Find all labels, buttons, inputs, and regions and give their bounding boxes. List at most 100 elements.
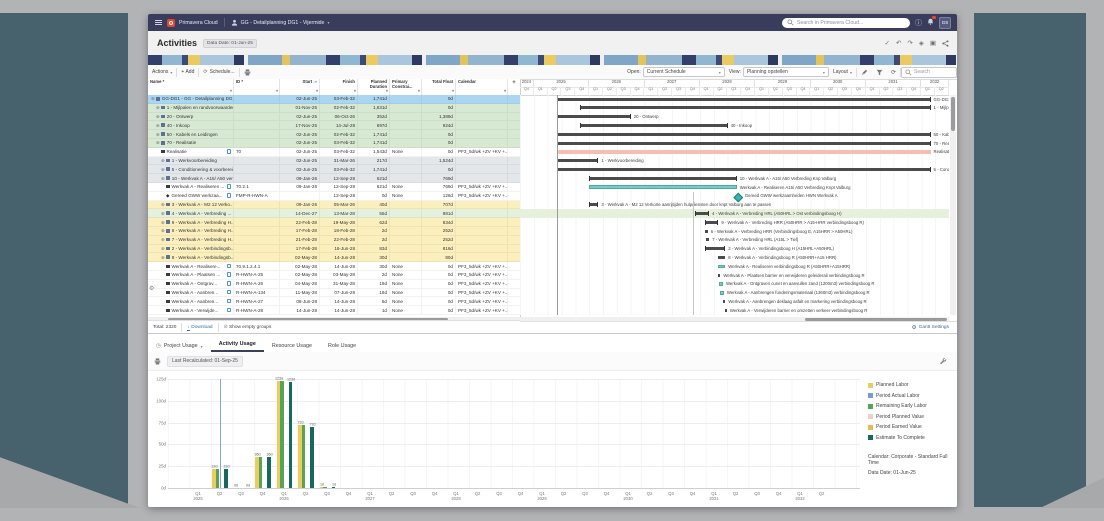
table-row[interactable]: ⊕1 - Mijlpalen en randvoorwaarden01-Nov-… xyxy=(148,104,520,113)
expander-icon[interactable]: ⊕ xyxy=(156,132,160,137)
gantt-bar-actual[interactable] xyxy=(557,150,931,154)
gantt-row[interactable]: 50 - Kab xyxy=(520,130,949,139)
tab-role-usage[interactable]: Role Usage xyxy=(320,340,364,352)
expander-icon[interactable]: ⊕ xyxy=(151,96,155,101)
notebook-icon[interactable] xyxy=(227,272,232,277)
expander-icon[interactable]: ⊕ xyxy=(156,123,160,128)
gantt-row[interactable]: 2 - Werkvak A - Verbindingsboog H (A15HR… xyxy=(520,245,949,254)
expander-icon[interactable]: ⊕ xyxy=(161,228,165,233)
gantt-row[interactable]: Realisati xyxy=(520,148,949,157)
refresh-button[interactable]: ⟳ xyxy=(887,69,900,76)
gantt-bar[interactable] xyxy=(723,300,725,303)
report-icon[interactable]: ▣ xyxy=(930,39,936,47)
add-column-button[interactable]: + xyxy=(508,79,520,95)
project-selector[interactable]: GG - Detailplanning DG1 - Vijermide ▾ xyxy=(231,19,330,26)
table-row[interactable]: ⊕9 - Werkvak A - Verbreding H...22-Feb-2… xyxy=(148,218,520,227)
table-row[interactable]: ⊕1 - Werkvoorbereiding02-Jun-2531-Mar-26… xyxy=(148,157,520,166)
gantt-row[interactable]: Werkvak A - Aanbrengen deklaag asfalt en… xyxy=(520,297,949,306)
avatar[interactable]: GS xyxy=(939,17,951,29)
gantt-bar[interactable] xyxy=(580,124,728,127)
add-button[interactable]: + Add xyxy=(177,69,198,75)
column-header[interactable]: Name *▾ xyxy=(148,79,234,95)
format-button[interactable] xyxy=(857,69,872,76)
gantt-row[interactable]: Werkvak A - Plaatsen barrier en verwijde… xyxy=(520,271,949,280)
sort-icon[interactable]: ↓≡ xyxy=(313,80,317,84)
notebook-icon[interactable] xyxy=(227,149,232,154)
gantt-row[interactable]: Gereed GWW werkzaamheden HWN Werkvak A xyxy=(520,192,949,201)
notebook-icon[interactable] xyxy=(227,308,232,313)
table-row[interactable]: ⊕6 - Werkvak A - Verbreding H...17-Feb-2… xyxy=(148,227,520,236)
table-row[interactable]: ⊕3 - Werkvak A - M2 12 Verko...09-Jan-26… xyxy=(148,201,520,210)
gantt-bar[interactable] xyxy=(557,115,631,118)
gantt-bar[interactable] xyxy=(718,265,725,269)
chevron-down-icon[interactable]: ▾ xyxy=(504,89,506,94)
global-search-input[interactable]: Search in Primavera Cloud... xyxy=(782,18,910,28)
expander-icon[interactable]: ⊕ xyxy=(161,167,165,172)
expander-icon[interactable]: ⊕ xyxy=(161,158,165,163)
gantt-row[interactable]: Werkvak A - Aanbrengen funderingsmateria… xyxy=(520,289,949,298)
filter-button[interactable] xyxy=(872,69,887,76)
chevron-down-icon[interactable]: ▾ xyxy=(386,89,388,94)
gantt-settings-button[interactable]: Gantt Settings xyxy=(919,325,949,330)
gantt-bar[interactable] xyxy=(589,177,737,180)
table-row[interactable]: Werkvak A - Aanbren...R-HWN-A-2708-Jun-2… xyxy=(148,297,520,306)
gantt-row[interactable]: 10 - Werkvak A - A15/ A50 Verbreding Knp… xyxy=(520,174,949,183)
table-row[interactable]: ⊕5 - Conditionering & voorbereid...02-Ju… xyxy=(148,165,520,174)
redo-icon[interactable]: ↷ xyxy=(907,39,912,47)
gantt-bar[interactable] xyxy=(706,238,709,241)
notebook-icon[interactable] xyxy=(227,184,232,189)
actions-menu-button[interactable]: Actions▾ xyxy=(148,69,176,75)
gantt-bar[interactable] xyxy=(557,133,931,136)
table-row[interactable]: ⊕GG-DG1 - GG - Detailplanning DG1 -...02… xyxy=(148,95,520,104)
table-row[interactable]: ⊕50 - Kabels en Leidingen02-Jun-2502-Feb… xyxy=(148,130,520,139)
expander-icon[interactable]: ⊕ xyxy=(156,114,160,119)
gantt-row[interactable]: 40 - Inkoop xyxy=(520,121,949,130)
notebook-icon[interactable] xyxy=(227,299,232,304)
expander-icon[interactable]: ⊕ xyxy=(161,255,165,260)
view-select[interactable]: Planning opstellen▾ xyxy=(743,67,829,77)
expander-icon[interactable]: ⊕ xyxy=(161,176,165,181)
hamburger-menu-icon[interactable] xyxy=(155,20,162,25)
table-row[interactable]: ⊕2 - Werkvak A - Verbindingsb...17-Feb-2… xyxy=(148,245,520,254)
table-row[interactable]: Werkvak A - Realisere...70.9.1.2.4.102-M… xyxy=(148,262,520,271)
schedule-button[interactable]: ⟳Schedule... xyxy=(199,69,238,75)
column-header[interactable]: Planned Duration▾ xyxy=(358,79,390,95)
gantt-vertical-scrollbar[interactable] xyxy=(950,95,956,315)
gantt-row[interactable]: 6 - Werkvak A - Verbreding HRR (Verbindi… xyxy=(520,227,949,236)
gantt-bar[interactable] xyxy=(557,159,599,162)
show-empty-groups-toggle[interactable]: ⊘ Show empty groups xyxy=(224,325,272,330)
gantt-row[interactable]: Werkvak A - Realiseren verbindingsboog R… xyxy=(520,262,949,271)
help-icon[interactable]: ⓘ xyxy=(915,18,922,28)
column-header[interactable]: Primary Constrai...▾ xyxy=(390,79,422,95)
gantt-bar[interactable] xyxy=(718,256,725,259)
chevron-down-icon[interactable]: ▾ xyxy=(276,89,278,94)
gantt-bar[interactable] xyxy=(705,221,719,224)
expander-icon[interactable]: ⊕ xyxy=(156,105,160,110)
chevron-down-icon[interactable]: ▾ xyxy=(452,89,454,94)
tab-activity-usage[interactable]: Activity Usage xyxy=(211,338,264,352)
notebook-icon[interactable] xyxy=(227,290,232,295)
table-row[interactable]: ⊕4 - Werkvak A - Verbreding ...14-Dec-27… xyxy=(148,209,520,218)
expander-icon[interactable]: ⊕ xyxy=(161,220,165,225)
gantt-row[interactable]: Werkvak A - Verwijderen barrier en omzet… xyxy=(520,306,949,315)
table-row[interactable]: Werkvak A - Ontgrav...R-HWN-A-2604-May-2… xyxy=(148,280,520,289)
gantt-row[interactable]: 70 - Rea xyxy=(520,139,949,148)
table-row[interactable]: ◆Gereed GWW werkzaa...FMP-R-HWN-A12-Sep-… xyxy=(148,192,520,201)
gantt-row[interactable]: 1 - Werkvoorbereiding xyxy=(520,157,949,166)
gantt-row[interactable]: 8 - Werkvak A - Verbindingsboog R (A50HR… xyxy=(520,253,949,262)
gantt-bar[interactable] xyxy=(557,98,931,101)
chevron-down-icon[interactable]: ▾ xyxy=(418,89,420,94)
gantt-row[interactable]: 9 - Werkvak A - Verbreding HRR (A50HRR >… xyxy=(520,218,949,227)
undo-icon[interactable]: ↶ xyxy=(896,39,901,47)
table-row[interactable]: ⊕20 - Ontwerp02-Jun-2506-Oct-26352d1,389… xyxy=(148,113,520,122)
notebook-icon[interactable] xyxy=(227,193,232,198)
gantt-row[interactable]: 1 - Mijlp... xyxy=(520,104,949,113)
baseline-icon[interactable]: ◈ xyxy=(919,39,924,47)
approve-icon[interactable]: ✓ xyxy=(884,39,889,47)
table-row[interactable]: Werkvak A - Realiseren ...70.2.109-Jan-2… xyxy=(148,183,520,192)
gantt-bar[interactable] xyxy=(580,106,931,109)
table-row[interactable]: ⊕7 - Werkvak A - Verbreding H...21-Feb-2… xyxy=(148,236,520,245)
chevron-down-icon[interactable]: ▾ xyxy=(316,89,318,94)
expander-icon[interactable]: ⊕ xyxy=(156,140,160,145)
chevron-down-icon[interactable]: ▾ xyxy=(354,89,356,94)
